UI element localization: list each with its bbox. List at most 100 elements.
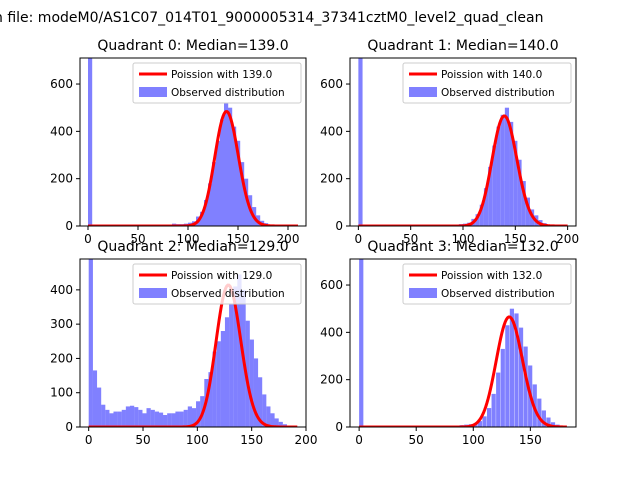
poisson-curve	[88, 110, 298, 226]
histogram-bar	[537, 398, 542, 427]
x-tick-label: 200	[277, 232, 300, 246]
histogram-bar	[521, 181, 526, 226]
axes-frame	[79, 258, 307, 428]
x-tick-label: 200	[295, 433, 318, 447]
subplot-quadrant-2: 0 50 100 150 200 0 100 200 300 400 Quadrant 2: Med…	[50, 239, 317, 447]
histogram-bar	[101, 404, 106, 427]
histogram-bar	[142, 413, 147, 427]
histogram-bar	[179, 411, 184, 427]
subplot-title: Quadrant 2: Median=129.0	[97, 239, 288, 255]
histogram-bar	[237, 274, 242, 427]
histogram-bar	[257, 377, 263, 427]
histogram-bar	[278, 421, 283, 427]
y-tick-label: 600	[320, 278, 343, 292]
x-tick-label: 150	[504, 232, 527, 246]
histogram-bar	[505, 325, 510, 427]
legend: Poission with 140.0 Observed distribution	[402, 62, 572, 104]
subplot-quadrant-1: 0 50 100 150 200 0 200 400 600 Quadrant 1: Median…	[320, 38, 579, 246]
histogram-bar	[541, 410, 546, 427]
histogram-bar	[509, 308, 515, 427]
y-tick-label: 400	[50, 283, 73, 297]
axes-frame	[349, 258, 577, 428]
legend-box	[132, 62, 302, 104]
x-tick-label: 50	[409, 433, 424, 447]
histogram-bar	[274, 418, 279, 427]
legend-label-poisson: Poission with 140.0	[441, 69, 542, 81]
histogram-bar	[525, 197, 530, 226]
histogram-bar	[233, 286, 238, 427]
histogram-bar	[482, 416, 487, 427]
histogram-bar	[236, 140, 241, 226]
histogram-bar	[196, 401, 201, 427]
y-tick-label: 200	[50, 351, 73, 365]
y-tick-label: 200	[50, 172, 73, 186]
x-tick-label: 0	[355, 433, 363, 447]
histogram-bar	[212, 162, 217, 226]
y-tick-label: 0	[335, 219, 343, 233]
histogram-bar	[229, 303, 234, 427]
histogram-bar	[105, 409, 110, 427]
x-tick-label: 50	[130, 232, 145, 246]
histogram-bar	[477, 421, 483, 427]
legend-label-poisson: Poission with 129.0	[171, 270, 272, 282]
histogram-bar	[546, 417, 551, 427]
histogram-bar	[504, 107, 510, 226]
histogram-bar	[240, 162, 245, 226]
histogram-bar	[191, 408, 197, 427]
histogram-bar	[121, 409, 126, 427]
histogram-bar	[175, 411, 180, 427]
legend-box	[402, 263, 572, 305]
histogram-bar	[486, 408, 492, 427]
x-tick-label: 100	[177, 232, 200, 246]
x-tick-label: 200	[556, 232, 579, 246]
histogram-bar	[500, 348, 505, 427]
histogram-bar	[138, 409, 143, 427]
histogram-bar	[129, 405, 135, 427]
histogram-bar	[125, 406, 131, 427]
histogram-bar	[158, 412, 164, 427]
histogram-bar	[358, 58, 363, 226]
histogram-bar	[523, 346, 528, 427]
legend-label-observed: Observed distribution	[441, 288, 555, 300]
histogram-bar	[167, 413, 172, 427]
histogram-bar	[183, 409, 188, 427]
x-tick-label: 0	[85, 433, 93, 447]
histogram-bar	[514, 313, 519, 427]
y-tick-label: 0	[335, 420, 343, 434]
histogram-bar	[150, 409, 155, 427]
histogram-bar	[212, 351, 217, 427]
legend-label-observed: Observed distribution	[171, 87, 285, 99]
histogram-bar	[500, 114, 505, 226]
y-tick-label: 300	[50, 317, 73, 331]
histogram-bar	[266, 406, 271, 427]
legend-bar-swatch	[409, 87, 437, 97]
histogram-bar	[216, 140, 221, 226]
histogram-bar	[475, 214, 480, 226]
histogram-bar	[224, 317, 230, 427]
histogram-bar	[232, 126, 237, 226]
histogram-bar	[200, 211, 205, 226]
legend: Poission with 129.0 Observed distribution	[132, 263, 302, 305]
legend-label-poisson: Poission with 132.0	[441, 270, 542, 282]
y-tick-label: 100	[50, 386, 73, 400]
plot-content	[88, 58, 298, 226]
legend-label-poisson: Poission with 139.0	[171, 69, 272, 81]
histogram-bar	[518, 327, 524, 427]
histogram-bar	[517, 159, 522, 226]
histogram-bar	[171, 413, 176, 427]
histogram-bar	[244, 178, 249, 226]
x-tick-label: 50	[135, 433, 150, 447]
y-tick-label: 200	[320, 172, 343, 186]
subplot-quadrant-0: 0 50 100 150 200 0 200 400 600 Quadrant 0: Median…	[50, 38, 307, 246]
x-tick-label: 150	[227, 232, 250, 246]
y-tick-label: 0	[65, 420, 73, 434]
histogram-bar	[253, 358, 259, 427]
histogram-bar	[216, 341, 221, 427]
histogram-bar	[117, 411, 122, 427]
histogram-bar	[204, 199, 209, 226]
legend-bar-swatch	[139, 288, 167, 298]
figure-suptitle: n file: modeM0/AS1C07_014T01_9000005314_…	[0, 10, 543, 26]
x-tick-label: 150	[240, 433, 263, 447]
y-tick-label: 400	[320, 124, 343, 138]
